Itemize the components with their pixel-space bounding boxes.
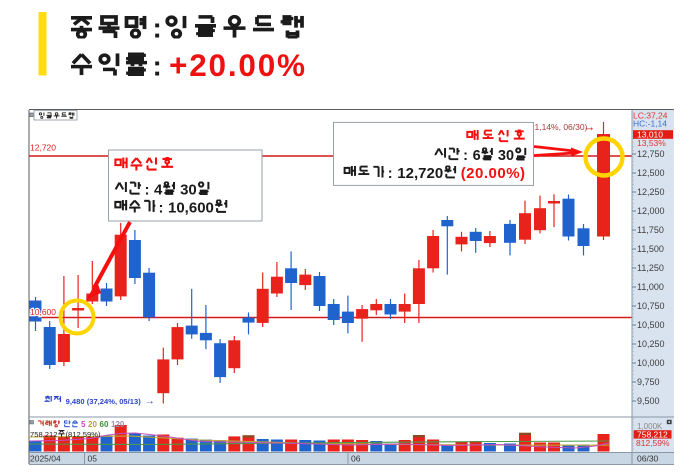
- svg-text:5: 5: [81, 420, 86, 429]
- svg-text:12,720: 12,720: [397, 165, 443, 182]
- svg-text:12,500: 12,500: [637, 168, 665, 178]
- svg-text:10,000: 10,000: [637, 358, 665, 368]
- svg-text:06: 06: [351, 453, 361, 463]
- svg-text::: :: [159, 200, 164, 217]
- svg-text:9,750: 9,750: [637, 377, 660, 387]
- svg-text::: :: [145, 182, 150, 199]
- svg-text:60: 60: [100, 420, 109, 429]
- svg-text:10,600: 10,600: [168, 200, 214, 217]
- svg-text:758,212: 758,212: [30, 430, 57, 439]
- svg-text:05: 05: [88, 453, 98, 463]
- svg-text:12,000: 12,000: [637, 206, 665, 216]
- svg-text:10,600: 10,600: [30, 307, 56, 317]
- svg-text:1,14%, 06/30): 1,14%, 06/30): [535, 122, 588, 132]
- svg-text:06/30: 06/30: [637, 453, 659, 463]
- svg-text:12,250: 12,250: [637, 187, 665, 197]
- svg-text:10,600: 10,600: [30, 307, 56, 317]
- svg-text:+20.00%: +20.00%: [169, 47, 307, 83]
- svg-text:10,500: 10,500: [637, 320, 665, 330]
- svg-text:6: 6: [473, 148, 481, 164]
- svg-text:11,250: 11,250: [637, 263, 664, 273]
- svg-text::: :: [153, 13, 162, 44]
- svg-text:1,000K: 1,000K: [637, 422, 663, 431]
- svg-text:12,750: 12,750: [637, 149, 665, 159]
- svg-text:10,750: 10,750: [637, 301, 665, 311]
- svg-text:30: 30: [498, 148, 514, 164]
- svg-text:2025/04: 2025/04: [30, 453, 61, 463]
- svg-text:9,480 (37,24%, 05/13): 9,480 (37,24%, 05/13): [66, 397, 142, 406]
- svg-text:10,250: 10,250: [637, 339, 665, 349]
- svg-text::: :: [463, 148, 468, 164]
- svg-text::: :: [388, 166, 393, 182]
- svg-text:11,750: 11,750: [637, 225, 664, 235]
- svg-text:LC:37,24: LC:37,24: [633, 111, 668, 121]
- svg-text:(812,59%): (812,59%): [66, 430, 102, 439]
- svg-text:9,500: 9,500: [637, 396, 660, 406]
- svg-text:11,000: 11,000: [637, 282, 664, 292]
- svg-text:758,212: 758,212: [637, 429, 668, 439]
- svg-text:(20.00%): (20.00%): [461, 165, 526, 182]
- svg-text:812,59%: 812,59%: [636, 438, 670, 448]
- svg-text:13,53%: 13,53%: [637, 138, 666, 148]
- svg-text:30: 30: [180, 182, 197, 199]
- svg-text:120: 120: [111, 420, 125, 429]
- svg-text:20: 20: [88, 420, 97, 429]
- svg-text:→: →: [583, 120, 596, 134]
- svg-text:→: →: [145, 396, 155, 407]
- svg-text:11,500: 11,500: [637, 244, 664, 254]
- svg-text:13,010: 13,010: [637, 130, 663, 140]
- svg-text:HC:-1,14: HC:-1,14: [633, 119, 667, 129]
- svg-text::: :: [153, 51, 162, 82]
- svg-text:12,720: 12,720: [30, 143, 56, 153]
- svg-text:4: 4: [154, 182, 163, 199]
